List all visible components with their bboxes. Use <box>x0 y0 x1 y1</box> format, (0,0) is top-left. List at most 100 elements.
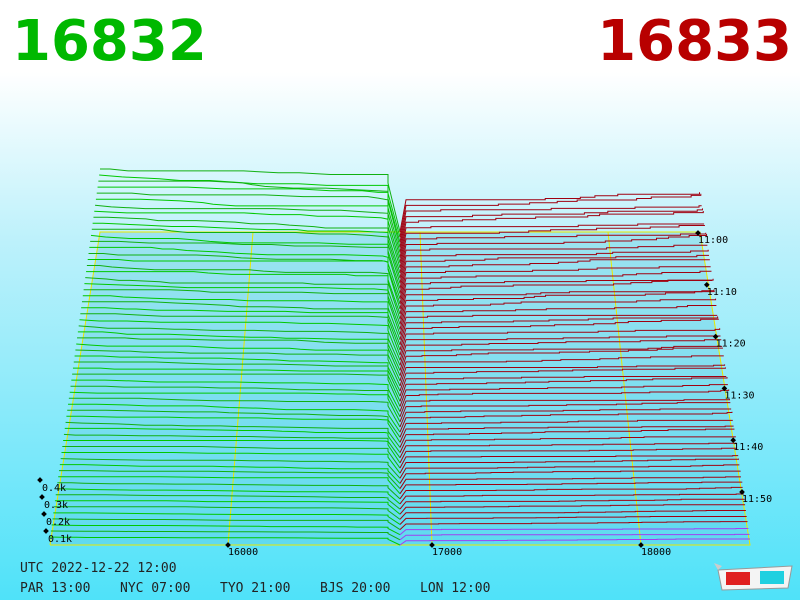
bid-line <box>76 343 401 382</box>
ask-line <box>399 389 730 412</box>
bid-line <box>61 452 401 474</box>
ask-line <box>399 464 740 479</box>
bid-line <box>66 415 401 443</box>
bid-line <box>73 361 401 397</box>
ask-line <box>399 314 718 340</box>
ask-line <box>399 521 748 530</box>
depth-label: 0.4k <box>42 483 66 494</box>
bid-line <box>59 464 401 484</box>
ask-line <box>399 493 744 505</box>
bid-line <box>59 470 401 489</box>
ask-line <box>399 225 705 263</box>
ask-line <box>399 266 711 299</box>
ask-line <box>399 205 702 243</box>
ask-line <box>399 234 708 274</box>
time-label: 11:20 <box>716 339 746 350</box>
bid-line <box>72 373 401 407</box>
ask-line <box>399 408 732 428</box>
ask-line <box>399 442 737 458</box>
bid-line <box>67 409 401 438</box>
clock: LON 12:00 <box>420 581 490 596</box>
ask-line <box>399 533 750 541</box>
ask-line <box>399 364 726 387</box>
utc-time: UTC 2022-12-22 12:00 <box>20 561 177 576</box>
bid-line <box>77 331 401 371</box>
bid-line <box>72 367 401 402</box>
ask-line <box>399 447 737 464</box>
bid-line <box>78 325 401 366</box>
bid-line <box>81 307 401 351</box>
time-label: 11:00 <box>698 235 728 246</box>
depth-label: 0.2k <box>46 517 70 528</box>
bid-line <box>69 391 401 423</box>
price-label: 16000 <box>228 547 258 558</box>
bid-line <box>84 283 401 330</box>
ask-line <box>399 486 743 500</box>
axis-point <box>225 542 231 548</box>
ask-line <box>399 419 733 438</box>
ask-line <box>399 211 704 253</box>
ask-line <box>399 455 739 469</box>
ask-line <box>399 470 741 484</box>
ask-line <box>399 193 702 238</box>
ask-line <box>399 367 726 392</box>
ask-line <box>399 232 707 269</box>
ask-line <box>399 399 731 417</box>
bid-line <box>68 397 401 428</box>
ask-line <box>399 516 747 525</box>
bid-line <box>70 385 401 417</box>
ask-line <box>399 339 722 366</box>
ask-line <box>399 249 709 284</box>
ask-line <box>399 458 740 474</box>
axis-point <box>39 494 45 500</box>
bid-line <box>94 210 401 269</box>
time-label: 11:40 <box>733 442 763 453</box>
axis-point <box>37 477 43 483</box>
bid-line <box>55 494 401 510</box>
axis-point <box>429 542 435 548</box>
ask-line <box>399 436 736 453</box>
ask-line <box>399 476 741 489</box>
bid-line <box>86 271 401 320</box>
ask-line <box>399 347 723 376</box>
ask-line <box>399 402 731 423</box>
clock: PAR 13:00 <box>20 581 90 596</box>
ask-line <box>399 376 727 397</box>
axis-point <box>41 511 47 517</box>
ask-line <box>399 528 749 536</box>
bid-line <box>65 421 401 448</box>
bid-line <box>96 192 401 253</box>
ask-line <box>399 335 721 361</box>
bid-line <box>82 295 401 340</box>
axis-point <box>712 333 719 340</box>
bid-line <box>86 265 401 315</box>
bid-line <box>95 204 401 263</box>
ask-line <box>399 254 710 289</box>
bid-line <box>80 313 401 356</box>
time-label: 11:50 <box>742 494 772 505</box>
bid-line <box>57 482 401 500</box>
ask-line <box>399 223 705 258</box>
ask-line <box>399 280 713 310</box>
bid-line <box>95 198 401 258</box>
ask-line <box>399 377 728 402</box>
bid-line <box>54 500 401 515</box>
bid-line <box>74 355 401 392</box>
bid-line <box>51 524 401 536</box>
depth-label: 0.1k <box>48 534 72 545</box>
ask-line <box>399 481 743 494</box>
axis-point <box>638 542 644 548</box>
bid-line <box>89 246 401 299</box>
bid-line <box>87 259 401 310</box>
bid-line <box>99 174 401 238</box>
bid-line <box>62 446 401 469</box>
ask-line <box>399 328 721 356</box>
bid-line <box>68 403 401 433</box>
axis-point <box>721 385 728 392</box>
price-label: 17000 <box>432 547 462 558</box>
bid-price: 16832 <box>12 9 207 74</box>
ask-line <box>399 355 724 381</box>
bid-line <box>63 440 401 464</box>
ask-line <box>399 289 715 320</box>
bid-line <box>90 240 401 294</box>
